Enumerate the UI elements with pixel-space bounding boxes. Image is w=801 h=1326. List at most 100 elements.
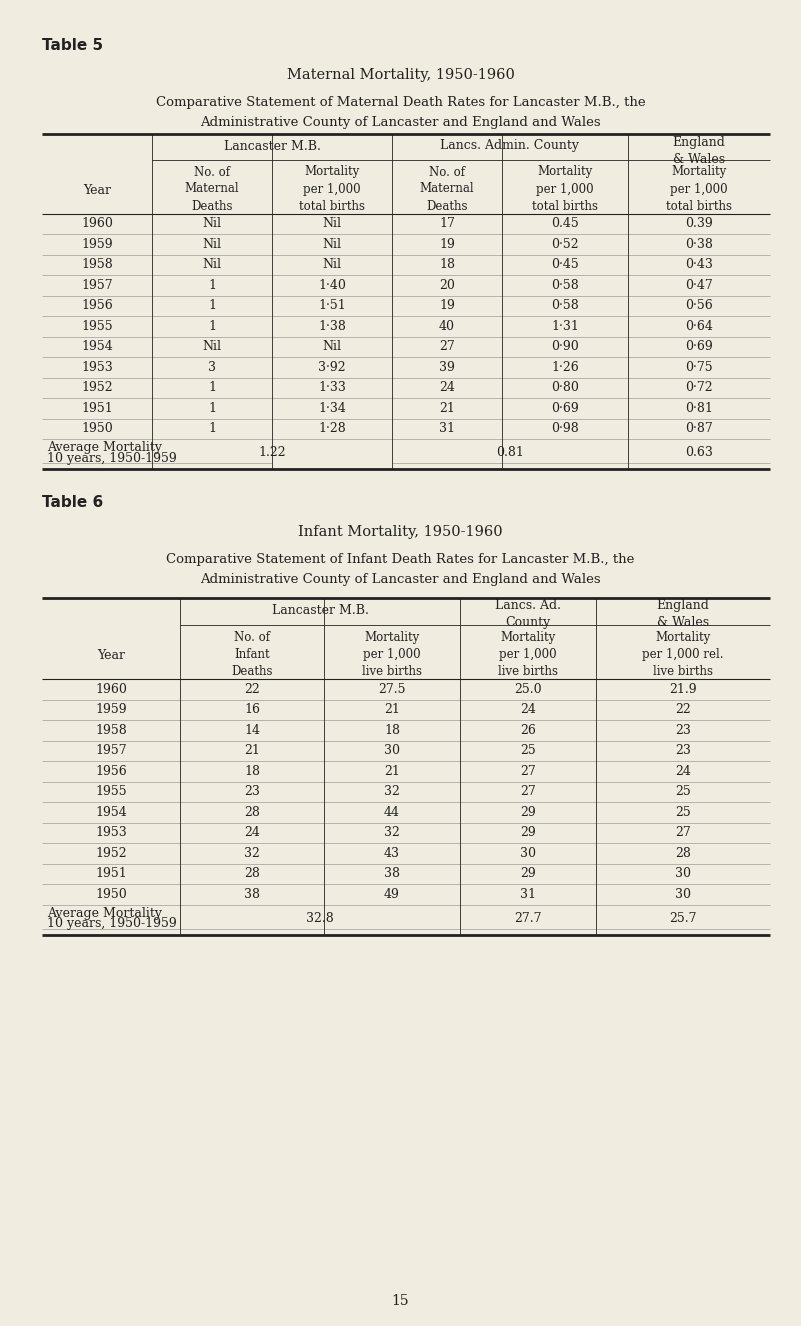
Text: 1·51: 1·51 xyxy=(318,300,346,312)
Text: 0·58: 0·58 xyxy=(551,300,579,312)
Text: 0·43: 0·43 xyxy=(685,259,713,272)
Text: 0·75: 0·75 xyxy=(685,361,713,374)
Text: Lancaster M.B.: Lancaster M.B. xyxy=(223,139,320,152)
Text: 1950: 1950 xyxy=(95,887,127,900)
Text: 30: 30 xyxy=(384,744,400,757)
Text: Infant Mortality, 1950-1960: Infant Mortality, 1950-1960 xyxy=(298,525,503,538)
Text: 27: 27 xyxy=(520,785,536,798)
Text: 28: 28 xyxy=(244,867,260,880)
Text: Lancs. Ad.
County: Lancs. Ad. County xyxy=(495,599,561,629)
Text: 1953: 1953 xyxy=(95,826,127,839)
Text: 27.7: 27.7 xyxy=(514,912,541,926)
Text: England
& Wales: England & Wales xyxy=(673,137,726,166)
Text: 28: 28 xyxy=(244,806,260,818)
Text: 31: 31 xyxy=(439,422,455,435)
Text: Year: Year xyxy=(83,183,111,196)
Text: 1960: 1960 xyxy=(81,217,113,231)
Text: 1: 1 xyxy=(208,278,216,292)
Text: 44: 44 xyxy=(384,806,400,818)
Text: 27.5: 27.5 xyxy=(378,683,406,696)
Text: 18: 18 xyxy=(244,765,260,778)
Text: 0·98: 0·98 xyxy=(551,422,579,435)
Text: 0.81: 0.81 xyxy=(496,447,524,460)
Text: 10 years, 1950-1959: 10 years, 1950-1959 xyxy=(47,452,177,465)
Text: 1956: 1956 xyxy=(81,300,113,312)
Text: 14: 14 xyxy=(244,724,260,737)
Text: 23: 23 xyxy=(675,744,691,757)
Text: Lancs. Admin. County: Lancs. Admin. County xyxy=(441,139,579,152)
Text: 0·58: 0·58 xyxy=(551,278,579,292)
Text: 0·56: 0·56 xyxy=(685,300,713,312)
Text: 0·80: 0·80 xyxy=(551,382,579,394)
Text: 0·87: 0·87 xyxy=(685,422,713,435)
Text: 24: 24 xyxy=(439,382,455,394)
Text: 0·72: 0·72 xyxy=(685,382,713,394)
Text: 1·38: 1·38 xyxy=(318,320,346,333)
Text: Nil: Nil xyxy=(203,341,222,353)
Text: 3·92: 3·92 xyxy=(318,361,346,374)
Text: 27: 27 xyxy=(675,826,691,839)
Text: Administrative County of Lancaster and England and Wales: Administrative County of Lancaster and E… xyxy=(200,115,601,129)
Text: Nil: Nil xyxy=(203,237,222,251)
Text: 1·28: 1·28 xyxy=(318,422,346,435)
Text: 22: 22 xyxy=(675,703,691,716)
Text: Table 6: Table 6 xyxy=(42,495,103,511)
Text: 1·40: 1·40 xyxy=(318,278,346,292)
Text: 1954: 1954 xyxy=(81,341,113,353)
Text: 1·26: 1·26 xyxy=(551,361,579,374)
Text: Mortality
per 1,000
live births: Mortality per 1,000 live births xyxy=(498,631,558,678)
Text: 27: 27 xyxy=(439,341,455,353)
Text: 1: 1 xyxy=(208,320,216,333)
Text: 1955: 1955 xyxy=(81,320,113,333)
Text: 15: 15 xyxy=(392,1294,409,1307)
Text: 1·31: 1·31 xyxy=(551,320,579,333)
Text: Nil: Nil xyxy=(323,259,341,272)
Text: 32: 32 xyxy=(384,826,400,839)
Text: Mortality
per 1,000
total births: Mortality per 1,000 total births xyxy=(532,166,598,212)
Text: Lancaster M.B.: Lancaster M.B. xyxy=(272,603,368,617)
Text: 18: 18 xyxy=(439,259,455,272)
Text: 0·45: 0·45 xyxy=(551,259,579,272)
Text: 1: 1 xyxy=(208,402,216,415)
Text: 1955: 1955 xyxy=(95,785,127,798)
Text: 16: 16 xyxy=(244,703,260,716)
Text: 29: 29 xyxy=(520,806,536,818)
Text: England
& Wales: England & Wales xyxy=(657,599,710,629)
Text: Average Mortality: Average Mortality xyxy=(47,442,162,453)
Text: 1951: 1951 xyxy=(95,867,127,880)
Text: 1960: 1960 xyxy=(95,683,127,696)
Text: 1·33: 1·33 xyxy=(318,382,346,394)
Text: 0·47: 0·47 xyxy=(685,278,713,292)
Text: Nil: Nil xyxy=(323,217,341,231)
Text: Mortality
per 1,000
live births: Mortality per 1,000 live births xyxy=(362,631,422,678)
Text: 29: 29 xyxy=(520,826,536,839)
Text: 32: 32 xyxy=(384,785,400,798)
Text: 1954: 1954 xyxy=(95,806,127,818)
Text: 25: 25 xyxy=(675,785,691,798)
Text: 17: 17 xyxy=(439,217,455,231)
Text: Average Mortality: Average Mortality xyxy=(47,907,162,919)
Text: 25: 25 xyxy=(675,806,691,818)
Text: 1956: 1956 xyxy=(95,765,127,778)
Text: 3: 3 xyxy=(208,361,216,374)
Text: 1953: 1953 xyxy=(81,361,113,374)
Text: 21: 21 xyxy=(384,703,400,716)
Text: Administrative County of Lancaster and England and Wales: Administrative County of Lancaster and E… xyxy=(200,573,601,586)
Text: No. of
Maternal
Deaths: No. of Maternal Deaths xyxy=(420,166,474,212)
Text: 40: 40 xyxy=(439,320,455,333)
Text: No. of
Infant
Deaths: No. of Infant Deaths xyxy=(231,631,273,678)
Text: 26: 26 xyxy=(520,724,536,737)
Text: 18: 18 xyxy=(384,724,400,737)
Text: 0·69: 0·69 xyxy=(685,341,713,353)
Text: 0·52: 0·52 xyxy=(551,237,579,251)
Text: 1958: 1958 xyxy=(95,724,127,737)
Text: 19: 19 xyxy=(439,300,455,312)
Text: 1952: 1952 xyxy=(95,847,127,859)
Text: 1.22: 1.22 xyxy=(258,447,286,460)
Text: 0·69: 0·69 xyxy=(551,402,579,415)
Text: 1957: 1957 xyxy=(95,744,127,757)
Text: Nil: Nil xyxy=(323,341,341,353)
Text: 38: 38 xyxy=(384,867,400,880)
Text: 30: 30 xyxy=(520,847,536,859)
Text: 1: 1 xyxy=(208,300,216,312)
